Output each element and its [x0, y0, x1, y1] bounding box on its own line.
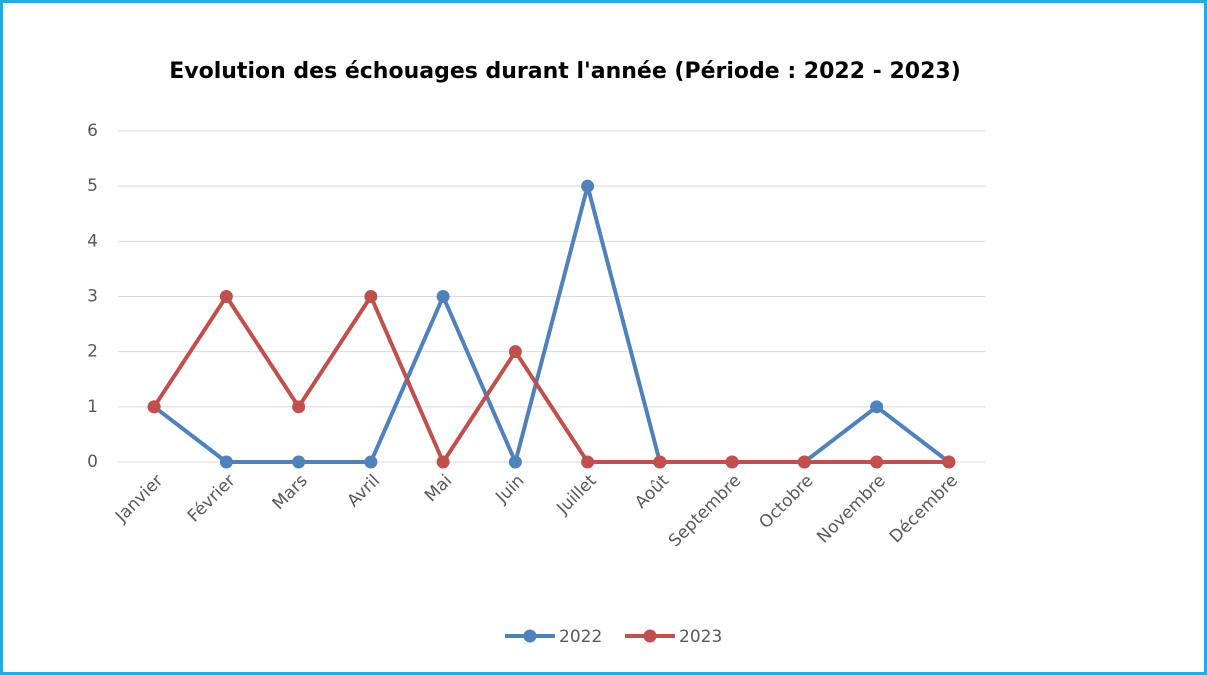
point [219, 455, 233, 469]
point [364, 290, 378, 303]
point [581, 179, 595, 193]
point [292, 455, 306, 469]
y-tick-label: 0 [87, 452, 98, 472]
point [870, 455, 884, 469]
point [581, 455, 595, 469]
point [219, 290, 233, 303]
point [653, 455, 667, 469]
series-line [152, 184, 951, 464]
y-tick-label: 4 [87, 231, 98, 251]
point [364, 455, 378, 469]
point [725, 455, 739, 469]
legend-item: 2023 [625, 627, 722, 647]
y-tick-label: 5 [87, 176, 98, 196]
legend-label: 2022 [559, 627, 602, 647]
point [436, 290, 450, 303]
y-tick-label: 2 [87, 342, 98, 362]
chart-title: Evolution des échouages durant l'année (… [169, 59, 961, 84]
legend-label: 2023 [679, 627, 722, 647]
y-tick-label: 6 [87, 121, 98, 141]
point [436, 455, 450, 469]
point [292, 400, 306, 414]
legend-item: 2022 [505, 627, 602, 647]
point [508, 455, 522, 469]
y-tick-label: 1 [87, 397, 98, 417]
y-tick-label: 3 [87, 287, 98, 307]
point [147, 400, 161, 414]
point [508, 345, 522, 359]
legend-marker [643, 629, 657, 643]
point [870, 400, 884, 414]
point [942, 455, 956, 469]
point [797, 455, 811, 469]
legend-marker [523, 629, 537, 643]
series-line [152, 294, 949, 464]
